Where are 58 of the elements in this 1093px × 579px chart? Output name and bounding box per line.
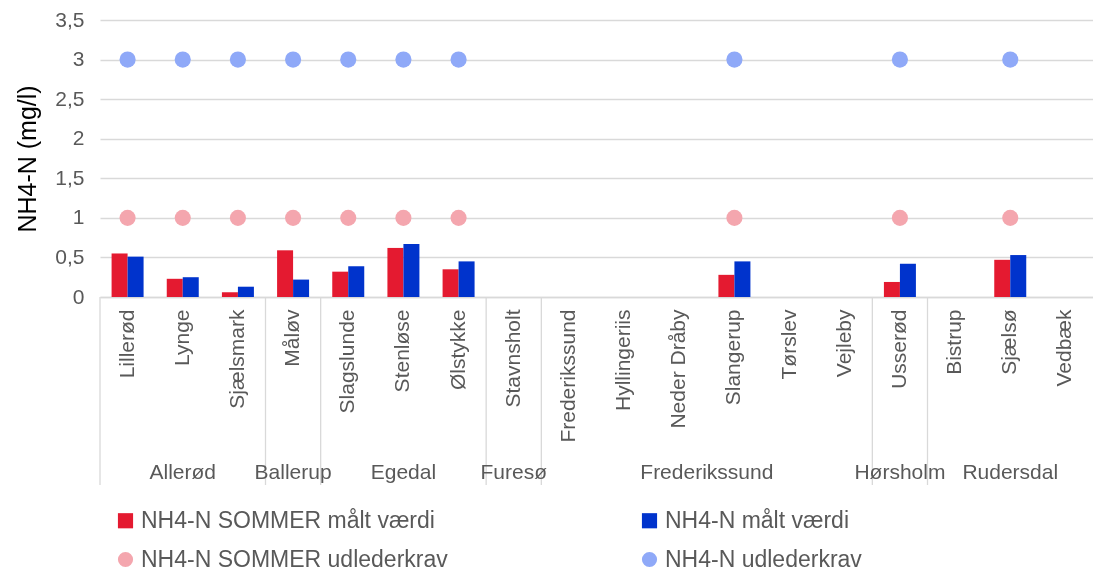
x-tick-label: Stavnsholt [500,309,524,408]
x-tick-label: Tørslev [776,309,800,380]
bar [348,266,365,297]
bar [899,263,916,297]
text: Rudersdal [962,460,1059,483]
x-tick-label: Stenløse [390,309,414,393]
x-tick-label: Sjælsø [997,309,1021,375]
legend-label: NH4-N målt værdi [665,506,850,533]
bar [718,274,735,297]
x-tick-label: Vedbæk [1052,309,1076,387]
bar [221,292,238,297]
y-tick-label: 2 [72,126,85,150]
y-tick-label: 2,5 [55,86,85,110]
bar [166,278,183,297]
x-tick-label: Ølstykke [445,309,469,391]
x-tick-label: Slangerup [721,309,745,406]
x-tick-label: Hyllingeriis [611,309,635,412]
bar [332,271,349,297]
y-tick-label: 1 [72,205,85,229]
y-tick-label: 0,5 [55,244,85,268]
legend-label: NH4-N SOMMER målt værdi [141,506,435,533]
text: Ballerup [254,460,332,483]
bar [237,286,254,297]
bar [1010,255,1027,297]
x-tick-label: Usserød [886,309,910,389]
y-tick-label: 3,5 [55,7,85,31]
x-tick-label: Lynge [169,309,193,366]
x-tick-label: Bistrup [942,309,966,375]
bar [883,281,900,297]
bar [277,250,294,297]
bar [458,261,475,297]
text: Frederikssund [640,460,774,483]
x-tick-label: Vejleby [831,309,855,378]
bar [293,279,310,297]
x-tick-label: Sjælsmark [224,309,248,409]
y-tick-label: 0 [72,284,85,308]
bar [111,253,128,297]
x-tick-label: Neder Dråby [666,309,690,429]
text: Egedal [370,460,437,483]
x-tick-label: Frederikssund [555,309,579,443]
text: Furesø [480,460,548,483]
bar [734,261,751,297]
legend-label: NH4-N udlederkrav [665,545,863,572]
text: Hørsholm [854,460,946,483]
bar [994,259,1011,297]
y-tick-label: 3 [72,47,85,71]
bar [387,247,404,297]
bar [127,256,144,297]
x-tick-label: Lillerød [114,309,138,379]
y-tick-label: 1,5 [55,165,85,189]
y-axis-title: NH4-N (mg/l) [13,85,42,233]
x-tick-label: Måløv [280,309,304,367]
bar [442,269,459,297]
bar [182,277,199,297]
x-tick-label: Slagslunde [335,309,359,414]
text: Allerød [149,460,217,483]
legend-label: NH4-N SOMMER udlederkrav [141,545,449,572]
bar [403,243,420,297]
